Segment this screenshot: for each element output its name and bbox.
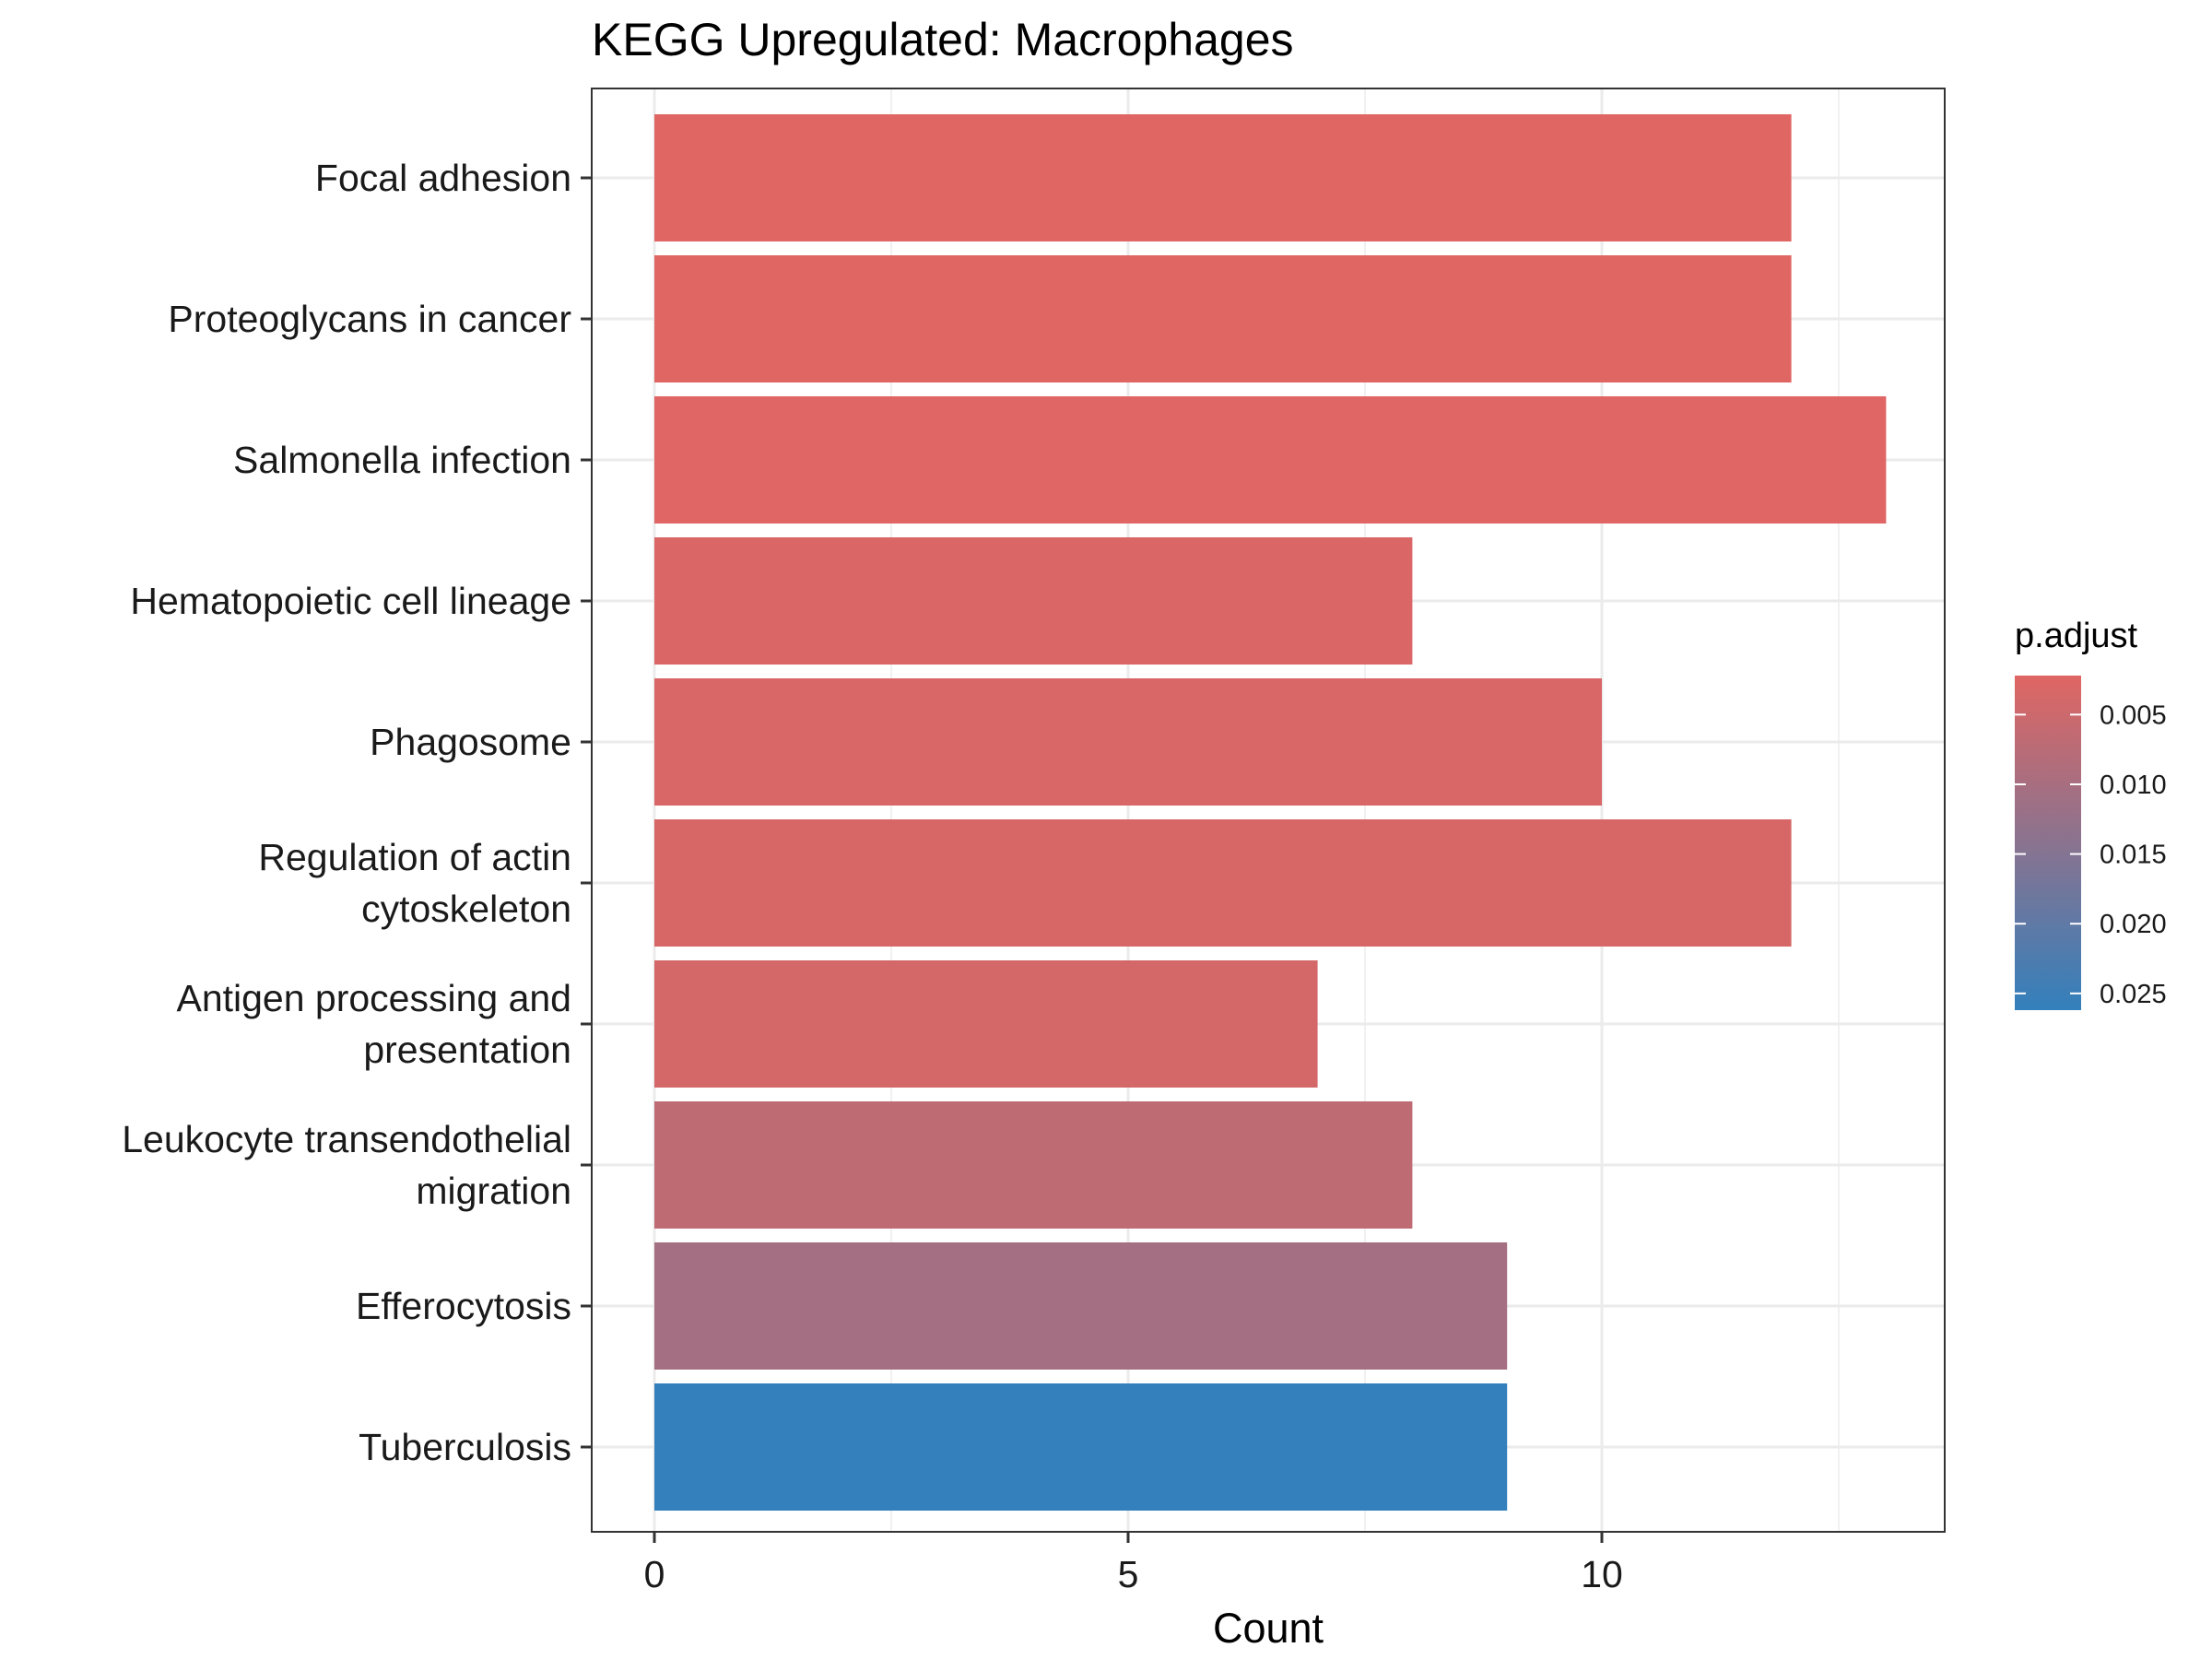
bar [654, 678, 1602, 806]
x-tick-label: 10 [1581, 1553, 1623, 1595]
bar [654, 819, 1792, 947]
category-label-line: cytoskeleton [361, 888, 571, 930]
x-tick-label: 5 [1118, 1553, 1139, 1595]
category-label: Tuberculosis [359, 1426, 571, 1468]
y-axis: Focal adhesion Proteoglycans in cancer Sal… [122, 157, 592, 1468]
bar [654, 1383, 1508, 1511]
category-label: Antigen processing and presentation [176, 977, 571, 1071]
category-label-line: Leukocyte transendothelial [122, 1118, 571, 1160]
category-label: Focal adhesion [315, 157, 571, 199]
colorbar [2015, 676, 2081, 1010]
bar [654, 255, 1792, 382]
panel-border [591, 88, 1946, 1533]
category-label-line: Salmonella infection [233, 439, 571, 481]
bar [654, 1242, 1508, 1370]
colorbar-label: 0.005 [2100, 700, 2167, 730]
category-label-line: Antigen processing and [176, 977, 571, 1019]
category-label: Leukocyte transendothelial migration [122, 1118, 571, 1212]
legend-title: p.adjust [2015, 617, 2138, 655]
category-label-line: presentation [363, 1029, 571, 1071]
category-label-line: Hematopoietic cell lineage [130, 580, 571, 622]
category-label: Salmonella infection [233, 439, 571, 481]
category-label: Proteoglycans in cancer [168, 298, 571, 340]
category-label-line: migration [416, 1170, 571, 1212]
category-label: Regulation of actin cytoskeleton [258, 836, 571, 930]
chart-title: KEGG Upregulated: Macrophages [592, 14, 1294, 65]
colorbar-label: 0.015 [2100, 841, 2167, 870]
bar [654, 960, 1318, 1088]
x-tick-label: 0 [644, 1553, 665, 1595]
colorbar-label: 0.025 [2100, 980, 2167, 1009]
category-label: Phagosome [370, 721, 571, 763]
category-label-line: Tuberculosis [359, 1426, 571, 1468]
bar-group [654, 114, 1887, 1511]
category-label-line: Regulation of actin [258, 836, 571, 878]
bar [654, 537, 1413, 665]
bar [654, 114, 1792, 241]
bar [654, 1101, 1413, 1229]
colorbar-label: 0.020 [2100, 910, 2167, 939]
category-label: Hematopoietic cell lineage [130, 580, 571, 622]
x-axis-title: Count [1213, 1605, 1324, 1652]
colorbar-label: 0.010 [2100, 771, 2167, 800]
category-label: Efferocytosis [356, 1285, 571, 1327]
x-axis: 0 5 10 [644, 1532, 1623, 1595]
category-label-line: Focal adhesion [315, 157, 571, 199]
category-label-line: Efferocytosis [356, 1285, 571, 1327]
category-label-line: Phagosome [370, 721, 571, 763]
legend: p.adjust 0.005 0.010 0.015 0.020 0.025 [2015, 617, 2167, 1010]
bar [654, 396, 1887, 524]
category-label-line: Proteoglycans in cancer [168, 298, 571, 340]
